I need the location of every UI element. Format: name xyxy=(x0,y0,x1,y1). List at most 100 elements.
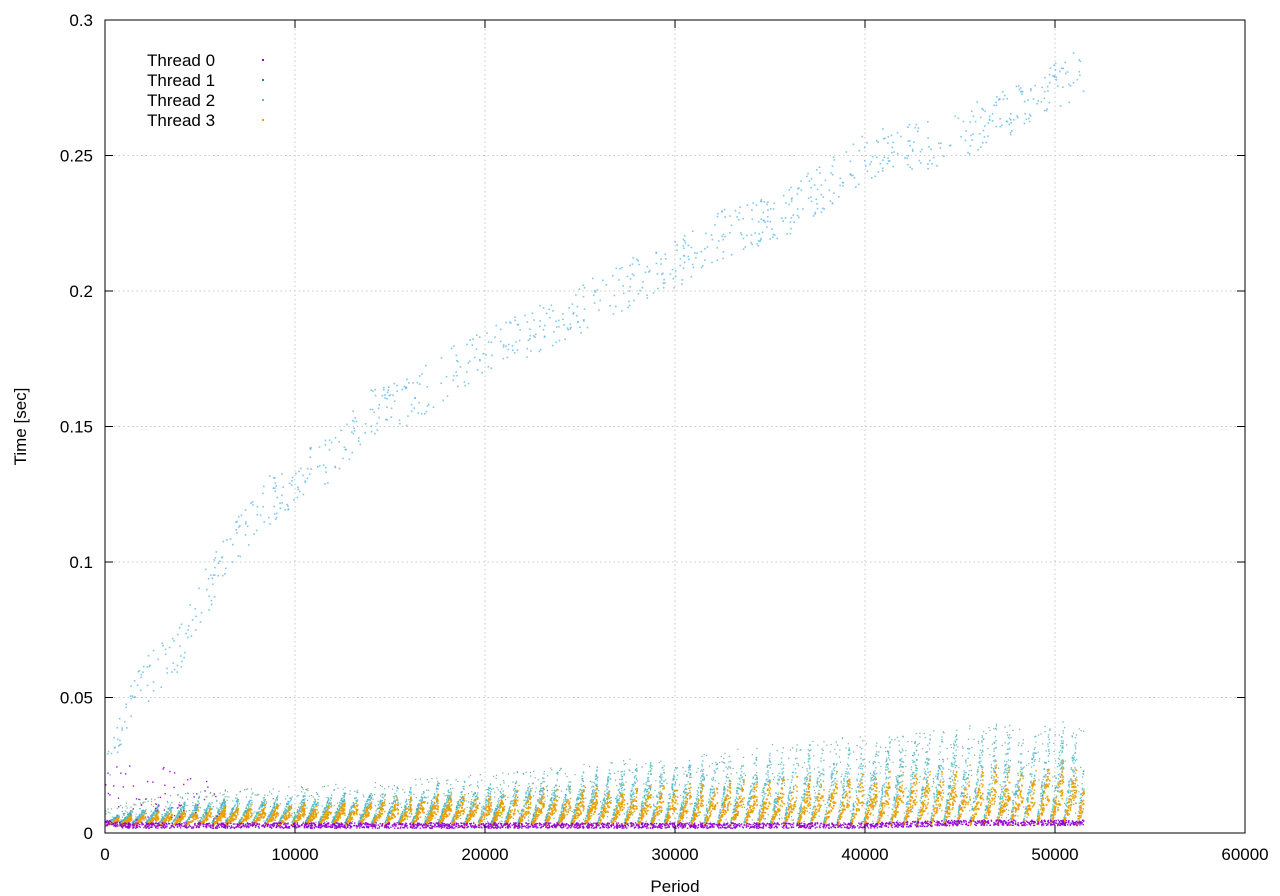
data-point xyxy=(831,173,834,176)
data-point xyxy=(869,791,871,793)
data-point xyxy=(663,821,666,823)
data-point xyxy=(662,272,664,275)
data-point xyxy=(790,186,792,189)
data-point xyxy=(897,793,899,796)
data-point xyxy=(507,343,510,346)
data-point xyxy=(986,799,988,801)
data-point xyxy=(999,796,1002,798)
data-point xyxy=(1061,751,1063,754)
data-point xyxy=(450,347,453,350)
data-point xyxy=(978,133,981,135)
data-point xyxy=(957,117,960,120)
data-point xyxy=(532,335,535,337)
data-point xyxy=(1036,102,1039,105)
data-point xyxy=(345,820,347,823)
data-point xyxy=(756,243,759,245)
data-point xyxy=(776,782,779,784)
data-point xyxy=(160,818,163,821)
data-point xyxy=(540,787,542,790)
data-point xyxy=(706,246,709,248)
data-point xyxy=(936,777,939,779)
data-point xyxy=(874,776,876,778)
data-point xyxy=(381,394,384,397)
data-point xyxy=(860,772,862,775)
data-point xyxy=(756,777,759,780)
data-point xyxy=(274,482,277,485)
data-point xyxy=(1021,768,1023,770)
data-point xyxy=(937,773,940,775)
data-point xyxy=(470,803,472,805)
data-point xyxy=(543,777,545,780)
data-point xyxy=(135,820,137,822)
data-point xyxy=(991,774,993,777)
data-point xyxy=(948,787,951,789)
data-point xyxy=(542,307,545,309)
data-point xyxy=(700,790,702,792)
data-point xyxy=(682,796,684,798)
data-point xyxy=(915,767,917,770)
data-point xyxy=(708,798,710,800)
data-point xyxy=(391,803,394,805)
data-point xyxy=(800,802,803,804)
data-point xyxy=(268,475,271,477)
data-point xyxy=(248,807,250,809)
data-point xyxy=(166,667,168,670)
data-point xyxy=(870,161,873,163)
data-point xyxy=(1069,792,1072,794)
data-point xyxy=(876,742,878,744)
data-point xyxy=(954,760,957,763)
data-point xyxy=(677,819,680,822)
data-point xyxy=(514,316,516,319)
data-point xyxy=(168,646,171,649)
data-point xyxy=(757,220,760,223)
data-point xyxy=(235,528,238,531)
data-point xyxy=(479,359,481,362)
data-point xyxy=(999,793,1002,796)
data-point xyxy=(789,792,791,794)
data-point xyxy=(1027,793,1029,795)
data-point xyxy=(807,758,810,760)
data-point xyxy=(822,749,824,752)
data-point xyxy=(582,284,585,287)
data-point xyxy=(750,786,752,788)
data-point xyxy=(370,425,373,427)
data-point xyxy=(555,320,557,323)
data-point xyxy=(730,817,733,820)
data-point xyxy=(701,769,703,771)
data-point xyxy=(629,798,632,801)
data-point xyxy=(623,773,626,775)
data-point xyxy=(245,521,247,523)
data-point xyxy=(593,290,596,292)
data-point xyxy=(814,799,817,802)
data-point xyxy=(1017,780,1019,782)
data-point xyxy=(1044,76,1046,79)
data-point xyxy=(846,776,849,778)
data-point xyxy=(619,783,621,786)
data-point xyxy=(975,791,977,794)
data-point xyxy=(849,752,851,755)
data-point xyxy=(955,735,958,737)
data-point xyxy=(768,754,771,757)
data-point xyxy=(798,187,800,189)
data-point xyxy=(167,811,169,813)
data-point xyxy=(395,794,397,797)
data-point xyxy=(263,800,266,803)
data-point xyxy=(236,520,238,523)
data-point xyxy=(386,391,389,394)
data-point xyxy=(970,816,972,818)
data-point xyxy=(1029,115,1032,117)
data-point xyxy=(182,808,184,811)
data-point xyxy=(756,778,758,781)
data-point xyxy=(804,795,806,797)
data-point xyxy=(1009,766,1011,768)
data-point xyxy=(390,416,393,418)
data-point xyxy=(334,815,336,817)
data-point xyxy=(663,771,665,774)
data-point xyxy=(618,279,620,281)
data-point xyxy=(601,805,603,807)
data-point xyxy=(1012,801,1014,804)
data-point xyxy=(173,668,176,671)
data-point xyxy=(915,769,917,772)
data-point xyxy=(525,800,528,803)
data-point xyxy=(546,813,549,815)
